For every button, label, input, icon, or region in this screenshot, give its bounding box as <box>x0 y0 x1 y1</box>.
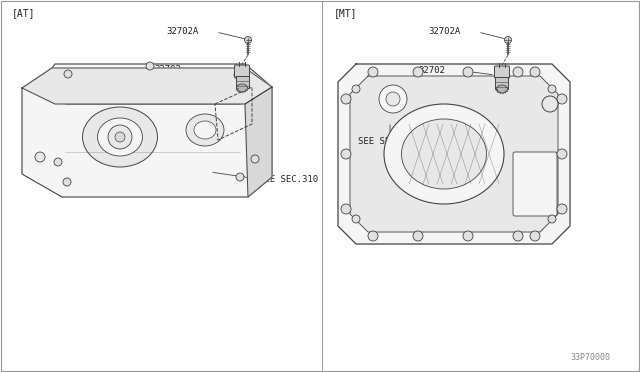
Circle shape <box>379 85 407 113</box>
Circle shape <box>557 94 567 104</box>
Circle shape <box>530 231 540 241</box>
Circle shape <box>513 231 523 241</box>
Polygon shape <box>350 76 558 232</box>
Circle shape <box>352 215 360 223</box>
Circle shape <box>64 70 72 78</box>
Ellipse shape <box>186 114 224 146</box>
Text: SEE SEC.310: SEE SEC.310 <box>259 175 318 184</box>
FancyBboxPatch shape <box>513 152 557 216</box>
Ellipse shape <box>237 84 248 92</box>
Text: 32702A: 32702A <box>428 27 460 36</box>
FancyBboxPatch shape <box>236 76 248 88</box>
Circle shape <box>463 231 473 241</box>
Circle shape <box>530 67 540 77</box>
Circle shape <box>548 85 556 93</box>
Circle shape <box>368 67 378 77</box>
Ellipse shape <box>83 107 157 167</box>
FancyBboxPatch shape <box>495 66 509 78</box>
Text: 33P70000: 33P70000 <box>570 353 610 362</box>
Polygon shape <box>22 68 272 104</box>
Circle shape <box>548 215 556 223</box>
Text: 32702: 32702 <box>154 65 181 74</box>
Circle shape <box>513 67 523 77</box>
Circle shape <box>251 155 259 163</box>
Ellipse shape <box>497 85 508 93</box>
Circle shape <box>341 204 351 214</box>
Circle shape <box>63 178 71 186</box>
FancyBboxPatch shape <box>234 65 250 77</box>
Circle shape <box>386 92 400 106</box>
Circle shape <box>368 231 378 241</box>
Circle shape <box>35 152 45 162</box>
Text: [MT]: [MT] <box>334 8 358 18</box>
Circle shape <box>352 85 360 93</box>
Circle shape <box>341 149 351 159</box>
Text: 32702A: 32702A <box>166 27 198 36</box>
Ellipse shape <box>384 104 504 204</box>
FancyBboxPatch shape <box>495 77 509 89</box>
Circle shape <box>413 231 423 241</box>
Circle shape <box>115 132 125 142</box>
Circle shape <box>542 96 558 112</box>
Ellipse shape <box>401 119 486 189</box>
Circle shape <box>54 158 62 166</box>
Circle shape <box>234 71 242 79</box>
Circle shape <box>244 36 252 44</box>
Circle shape <box>236 173 244 181</box>
Circle shape <box>504 36 511 44</box>
Circle shape <box>557 204 567 214</box>
Polygon shape <box>245 87 272 197</box>
Text: [AT]: [AT] <box>12 8 35 18</box>
Text: SEE SEC.320: SEE SEC.320 <box>358 137 417 146</box>
Polygon shape <box>338 64 570 244</box>
Circle shape <box>463 67 473 77</box>
Polygon shape <box>22 64 272 197</box>
Ellipse shape <box>97 118 143 156</box>
Circle shape <box>557 149 567 159</box>
Circle shape <box>108 125 132 149</box>
Circle shape <box>413 67 423 77</box>
Circle shape <box>146 62 154 70</box>
Ellipse shape <box>194 121 216 139</box>
Text: 32702: 32702 <box>418 66 445 75</box>
Circle shape <box>341 94 351 104</box>
